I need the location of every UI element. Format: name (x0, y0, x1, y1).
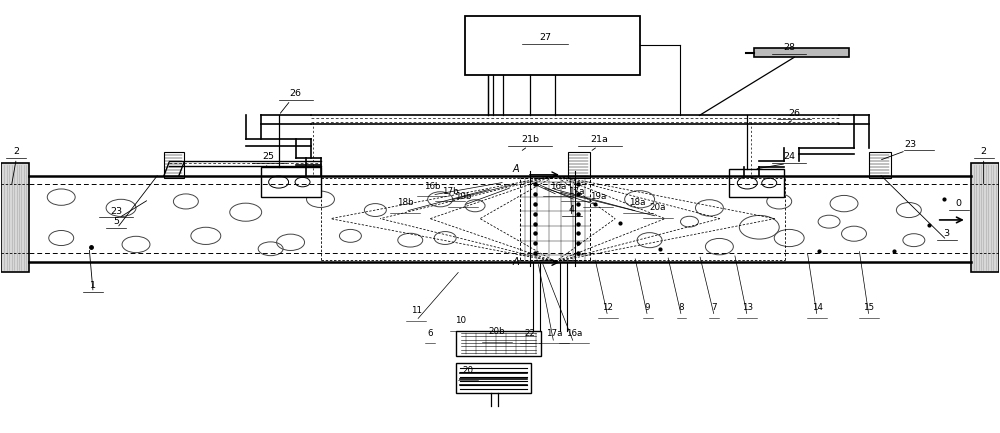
Bar (164, 152, 184, 178)
Text: 16a: 16a (550, 182, 566, 191)
Text: 20a: 20a (649, 203, 666, 212)
Bar (456, 330, 541, 356)
Text: 14: 14 (812, 303, 823, 312)
Text: 1: 1 (90, 281, 96, 291)
Text: 17b: 17b (442, 187, 458, 196)
Text: 6: 6 (427, 329, 433, 338)
Text: 19a: 19a (590, 192, 606, 201)
Bar (1, 163, 29, 272)
Text: 16a: 16a (566, 329, 582, 338)
Text: A: A (512, 164, 519, 174)
Text: A: A (512, 257, 519, 267)
Text: 11: 11 (411, 307, 422, 316)
Text: 16b: 16b (424, 182, 440, 191)
Bar (869, 152, 891, 178)
Text: 21a: 21a (591, 135, 609, 144)
Text: 25: 25 (263, 152, 275, 162)
Text: 17a: 17a (568, 187, 584, 196)
Text: 2: 2 (13, 147, 19, 156)
Text: 26: 26 (788, 109, 800, 117)
Text: 0: 0 (956, 199, 962, 208)
Text: 10: 10 (455, 316, 466, 325)
Text: 2: 2 (981, 147, 987, 156)
Text: 23: 23 (904, 139, 916, 149)
Text: 24: 24 (783, 152, 795, 162)
Text: 17a: 17a (546, 329, 562, 338)
Text: 15: 15 (863, 303, 875, 312)
Bar (568, 152, 590, 178)
Text: 19b: 19b (455, 192, 471, 201)
Bar (754, 48, 849, 57)
Text: 23: 23 (110, 207, 122, 216)
Text: 12: 12 (602, 303, 613, 312)
Text: 4: 4 (569, 205, 575, 214)
Text: 3: 3 (944, 229, 950, 238)
Text: 9: 9 (645, 303, 650, 312)
Bar (456, 363, 531, 393)
Text: 18b: 18b (397, 198, 414, 207)
Text: 26: 26 (290, 89, 302, 98)
Text: 21b: 21b (521, 135, 539, 144)
Text: 8: 8 (679, 303, 684, 312)
Text: 13: 13 (742, 303, 753, 312)
Text: 28: 28 (783, 43, 795, 52)
Bar (465, 16, 640, 74)
Text: 7: 7 (712, 303, 717, 312)
Bar (261, 167, 320, 197)
Text: 18a: 18a (629, 198, 646, 207)
Bar (971, 163, 999, 272)
Text: 27: 27 (539, 33, 551, 42)
Text: 20b: 20b (489, 327, 505, 336)
Text: 22: 22 (524, 329, 535, 338)
Text: 20: 20 (463, 366, 474, 375)
Text: 5: 5 (113, 217, 119, 226)
Bar (729, 169, 784, 197)
